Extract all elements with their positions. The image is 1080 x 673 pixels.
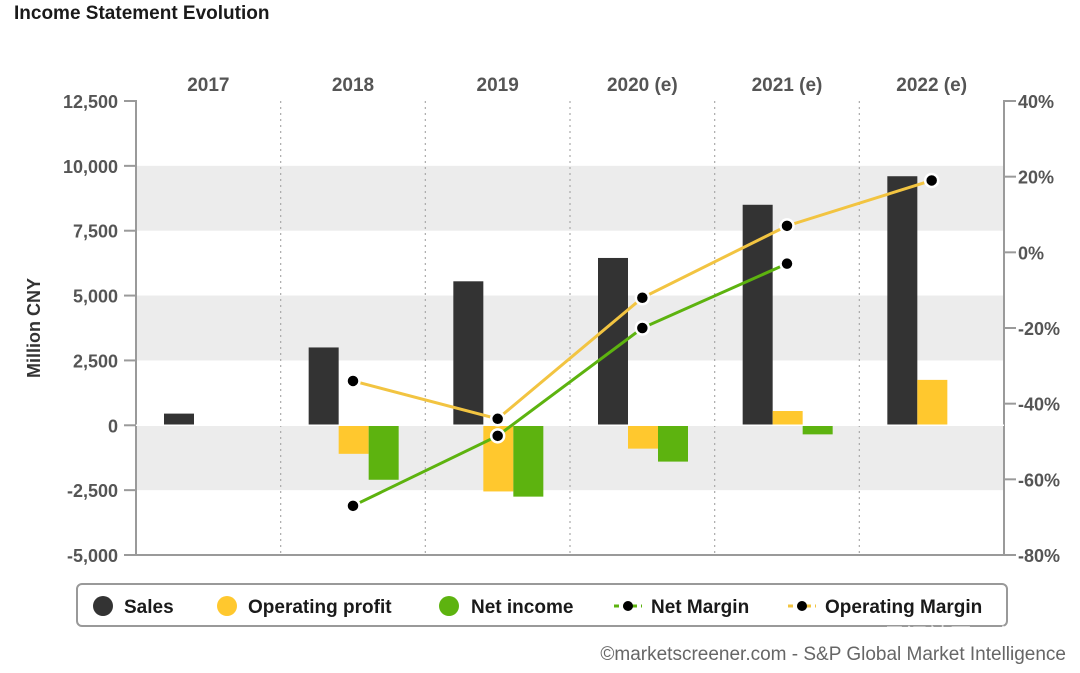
net-margin-line [352, 262, 788, 508]
y2-tick-label: 40% [1018, 92, 1054, 112]
sales-bar [887, 176, 918, 426]
y2-tick-label: 0% [1018, 243, 1044, 263]
sales-bar [742, 204, 773, 426]
legend-sales-label: Sales [124, 597, 174, 618]
legend-operating-profit-label: Operating profit [248, 597, 392, 618]
y-axis-title: Million CNY [24, 278, 44, 378]
sales-bar [164, 413, 194, 426]
watermark: 风闻社区 @深几度 [884, 624, 1066, 649]
grid-bands [136, 165, 1004, 491]
legend-operating-margin-label: Operating Margin [825, 597, 982, 618]
y2-tick-label: -20% [1018, 319, 1060, 339]
legend-operating-profit-marker [217, 596, 237, 616]
left-axis-ticks: 12,500 10,000 7,500 5,000 2,500 0 -2,500 -5,000 [63, 92, 118, 566]
y-tick-label: 12,500 [63, 92, 118, 112]
y2-tick-label: 20% [1018, 168, 1054, 188]
category-label: 2017 [187, 75, 229, 96]
legend-net-margin-label: Net Margin [651, 597, 749, 618]
y2-tick-label: -40% [1018, 395, 1060, 415]
operating-margin-point [923, 172, 940, 189]
y2-tick-label: -80% [1018, 546, 1060, 566]
right-axis-ticks: 40% 20% 0% -20% -40% -60% -80% [1018, 92, 1060, 566]
net-income-bar [368, 425, 399, 480]
y-tick-label: 0 [108, 416, 118, 436]
operating-profit-bar [772, 411, 803, 426]
axes [124, 100, 1016, 556]
y-tick-label: -5,000 [67, 546, 118, 566]
operating-margin-point [634, 289, 651, 306]
column-dividers [280, 101, 860, 555]
operating-profit-bar [917, 379, 948, 426]
bar-series [136, 176, 1004, 497]
y-tick-label: 5,000 [73, 287, 118, 307]
category-label: 2021 (e) [752, 75, 823, 96]
y-tick-label: 2,500 [73, 351, 118, 371]
footer-credit: ©marketscreener.com - S&P Global Market … [600, 644, 1066, 665]
sales-bar [453, 281, 484, 426]
operating-margin-point [489, 411, 506, 427]
chart-title: Income Statement Evolution [14, 3, 269, 24]
net-income-bar [802, 425, 833, 435]
net-income-bar [513, 425, 544, 497]
category-label: 2020 (e) [607, 75, 678, 96]
y-tick-label: 10,000 [63, 157, 118, 177]
legend-net-income-label: Net income [471, 597, 573, 618]
net-margin-point [779, 255, 795, 272]
operating-margin-point [779, 218, 795, 234]
category-label: 2018 [332, 75, 374, 96]
net-income-bar [658, 425, 688, 462]
category-label: 2019 [477, 75, 519, 96]
operating-profit-bar [628, 425, 658, 449]
legend: Sales Operating profit Net income Net Margi… [76, 583, 1008, 627]
sales-bar [308, 347, 339, 426]
legend-box [76, 583, 1008, 627]
legend-net-income-marker [439, 596, 459, 616]
operating-profit-bar [338, 425, 369, 454]
y-tick-label: 7,500 [73, 222, 118, 242]
legend-net-margin-marker-dot [623, 601, 633, 611]
legend-operating-margin-marker-dot [797, 601, 807, 611]
operating-margin-point [345, 373, 361, 389]
line-series [345, 172, 940, 514]
y2-tick-label: -60% [1018, 470, 1060, 490]
net-margin-point [345, 498, 361, 514]
net-margin-point [634, 320, 651, 336]
y-tick-label: -2,500 [67, 481, 118, 501]
category-label: 2022 (e) [896, 75, 967, 96]
net-margin-point [489, 428, 506, 444]
legend-sales-marker [93, 596, 113, 616]
category-labels: 2017 2018 2019 2020 (e) 2021 (e) 2022 (e) [187, 75, 967, 96]
